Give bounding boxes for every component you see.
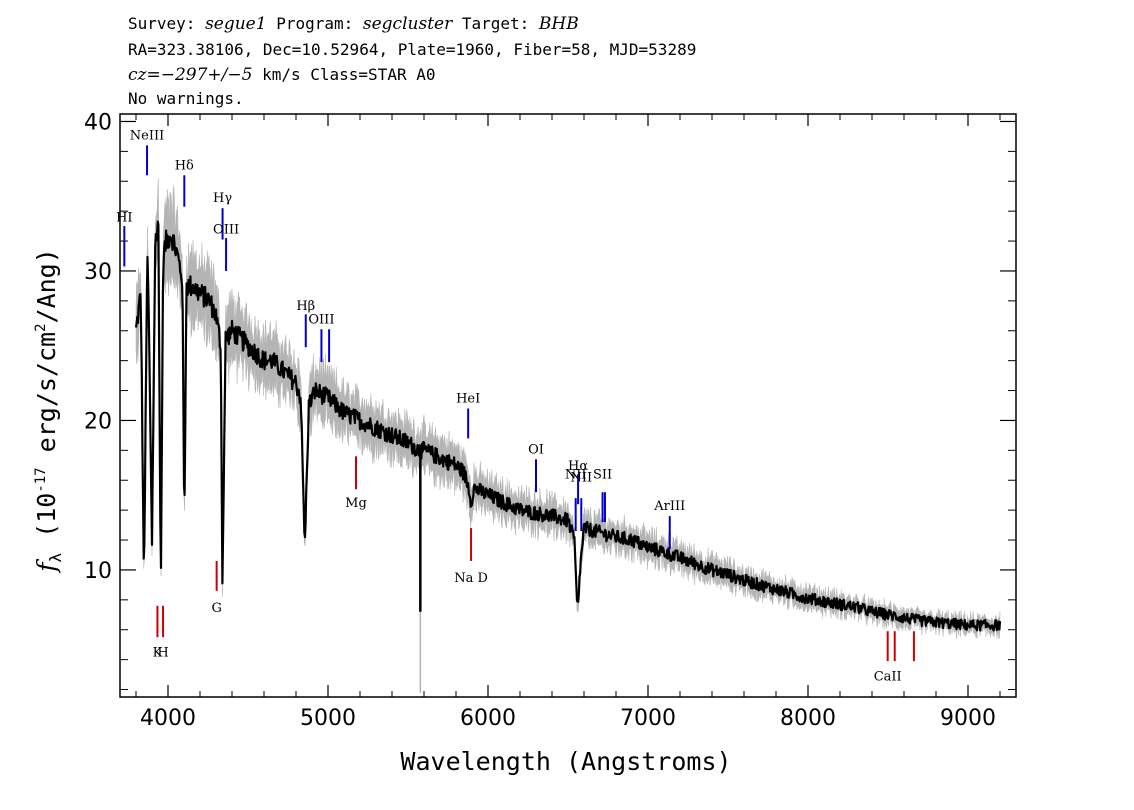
axes-layer: 4000 5000 6000 7000 8000 9000 10 20 30 40 bbox=[84, 110, 1016, 731]
line-label: CaII bbox=[874, 670, 902, 685]
line-label: OI bbox=[528, 442, 544, 457]
header-line2: RA=323.38106, Dec=10.52964, Plate=1960, … bbox=[128, 40, 696, 59]
line-label: Hα bbox=[568, 459, 588, 474]
line-label: HeI bbox=[456, 392, 480, 407]
line-label: G bbox=[211, 601, 221, 616]
line-label: HI bbox=[116, 211, 132, 226]
spectrum-line bbox=[134, 220, 1002, 632]
x-tick-label: 4000 bbox=[140, 706, 196, 731]
header-line4: No warnings. bbox=[128, 89, 244, 108]
x-tick-label: 8000 bbox=[780, 706, 836, 731]
header-line3: cz=−297+/−5 km/s Class=STAR A0 bbox=[128, 65, 435, 85]
line-label: SII bbox=[593, 468, 612, 483]
y-tick-label: 20 bbox=[84, 409, 112, 434]
error-band-layer bbox=[135, 178, 1001, 640]
x-tick-label: 7000 bbox=[620, 706, 676, 731]
line-label: Hβ bbox=[296, 299, 315, 314]
y-tick-label: 10 bbox=[84, 559, 112, 584]
line-label: Hδ bbox=[175, 158, 194, 173]
line-label: Hγ bbox=[213, 191, 232, 206]
header-line1: Survey: segue1 Program: segcluster Targe… bbox=[128, 14, 579, 34]
x-axis-label: Wavelength (Angstroms) bbox=[400, 747, 731, 776]
y-tick-label: 40 bbox=[84, 110, 112, 135]
line-label: NII bbox=[570, 471, 592, 486]
x-tick-label: 5000 bbox=[300, 706, 356, 731]
line-label: OIII bbox=[308, 312, 334, 327]
y-tick-label: 30 bbox=[84, 260, 112, 285]
x-tick-label: 6000 bbox=[460, 706, 516, 731]
line-label: NeIII bbox=[130, 128, 164, 143]
line-label: ArIII bbox=[653, 499, 685, 514]
line-label: Mg bbox=[345, 496, 367, 511]
spectrum-layer bbox=[134, 220, 1002, 693]
error-band bbox=[135, 178, 1001, 640]
line-label: K bbox=[153, 646, 163, 661]
plot-frame bbox=[119, 113, 1017, 698]
y-axis-label: fλ (10-17 erg/s/cm2/Ang) bbox=[32, 248, 65, 574]
x-tick-label: 9000 bbox=[940, 706, 996, 731]
line-label: NII bbox=[565, 468, 587, 483]
line-label: Na D bbox=[454, 571, 488, 586]
line-label: H bbox=[157, 646, 168, 661]
line-label: OIII bbox=[213, 223, 239, 238]
